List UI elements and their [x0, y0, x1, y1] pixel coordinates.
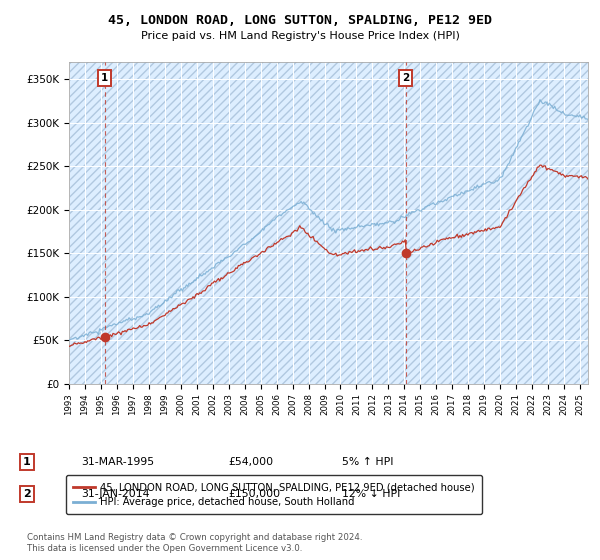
- Text: Price paid vs. HM Land Registry's House Price Index (HPI): Price paid vs. HM Land Registry's House …: [140, 31, 460, 41]
- Text: 1: 1: [101, 73, 109, 83]
- Text: 31-MAR-1995: 31-MAR-1995: [81, 457, 154, 467]
- Text: 45, LONDON ROAD, LONG SUTTON, SPALDING, PE12 9ED: 45, LONDON ROAD, LONG SUTTON, SPALDING, …: [108, 14, 492, 27]
- Text: 5% ↑ HPI: 5% ↑ HPI: [342, 457, 394, 467]
- Text: £150,000: £150,000: [228, 489, 280, 499]
- Text: 31-JAN-2014: 31-JAN-2014: [81, 489, 149, 499]
- Legend: 45, LONDON ROAD, LONG SUTTON, SPALDING, PE12 9ED (detached house), HPI: Average : 45, LONDON ROAD, LONG SUTTON, SPALDING, …: [67, 475, 482, 515]
- Text: 1: 1: [23, 457, 31, 467]
- Text: £54,000: £54,000: [228, 457, 273, 467]
- Text: 2: 2: [402, 73, 409, 83]
- Text: 2: 2: [23, 489, 31, 499]
- Text: Contains HM Land Registry data © Crown copyright and database right 2024.
This d: Contains HM Land Registry data © Crown c…: [27, 533, 362, 553]
- Text: 12% ↓ HPI: 12% ↓ HPI: [342, 489, 400, 499]
